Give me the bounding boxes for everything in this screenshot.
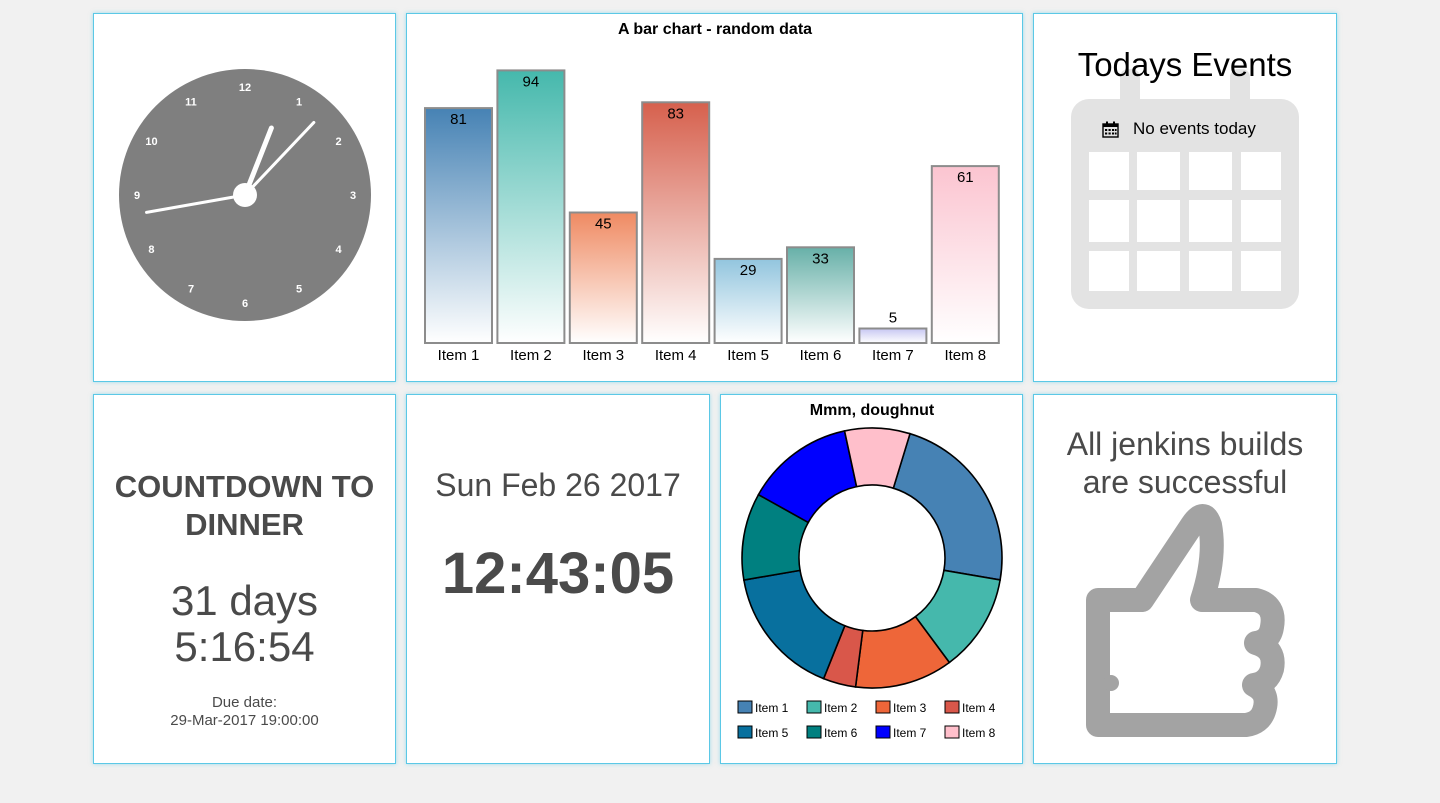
clock-number: 9 <box>134 190 140 202</box>
thumbs-up-icon <box>1086 504 1285 737</box>
doughnut-chart-title: Mmm, doughnut <box>810 402 935 419</box>
legend-label: Item 3 <box>893 701 927 715</box>
bar-category-label: Item 7 <box>872 347 914 364</box>
events-title: Todays Events <box>1077 46 1293 83</box>
bar-category-label: Item 3 <box>582 347 624 364</box>
bar-category-label: Item 5 <box>727 347 769 364</box>
bar-value-label: 61 <box>957 169 974 186</box>
jenkins-widget: All jenkins builds are successful <box>1033 394 1337 764</box>
current-time: 12:43:05 <box>441 541 675 606</box>
bar-category-label: Item 2 <box>510 347 552 364</box>
clock-number: 12 <box>239 82 251 94</box>
legend-swatch <box>875 725 891 739</box>
bar-category-label: Item 6 <box>800 347 842 364</box>
legend-label: Item 5 <box>755 726 789 740</box>
legend-label: Item 2 <box>824 701 858 715</box>
clock-center <box>233 183 257 207</box>
countdown-days: 31 days <box>170 577 319 624</box>
doughnut-slice <box>742 569 846 680</box>
countdown-due: Due date: 29-Mar-2017 19:00:00 <box>94 694 395 730</box>
bar-value-label: 5 <box>889 310 897 327</box>
bar-value-label: 94 <box>523 73 540 90</box>
legend-label: Item 8 <box>962 726 996 740</box>
clock-number: 4 <box>335 244 342 256</box>
events-empty-row: No events today <box>1102 119 1256 139</box>
clock-number: 8 <box>148 244 154 256</box>
clock-number: 1 <box>296 96 302 108</box>
legend-swatch <box>737 700 753 714</box>
doughnut-chart: Mmm, doughnut Item 1 Item 2 Item 3 Item 4 It… <box>737 402 1003 740</box>
clock-number: 3 <box>350 190 356 202</box>
clock-number: 5 <box>296 284 302 296</box>
bar-value-label: 29 <box>740 262 757 279</box>
clock-widget: 12 1 2 3 4 5 6 7 8 9 10 11 <box>93 13 396 382</box>
legend-swatch <box>944 725 960 739</box>
clock-number: 7 <box>188 284 194 296</box>
bar-value-label: 45 <box>595 216 612 233</box>
bar <box>424 107 493 344</box>
legend-label: Item 6 <box>824 726 858 740</box>
doughnut-chart-widget: Mmm, doughnut Item 1 Item 2 Item 3 Item 4 It… <box>720 394 1023 764</box>
legend-label: Item 7 <box>893 726 927 740</box>
current-date: Sun Feb 26 2017 <box>435 467 681 503</box>
bar <box>496 69 566 345</box>
countdown-remaining: 31 days 5:16:54 <box>94 578 395 670</box>
legend-swatch <box>806 700 822 714</box>
legend-swatch <box>737 725 753 739</box>
bar <box>713 257 783 344</box>
bar <box>858 327 928 344</box>
countdown-time: 5:16:54 <box>174 623 315 670</box>
bar-category-label: Item 8 <box>944 347 986 364</box>
bar-value-label: 33 <box>812 250 829 267</box>
calendar-background-icon <box>1071 69 1299 309</box>
bar-chart-title: A bar chart - random data <box>618 21 812 38</box>
bar-category-label: Item 1 <box>438 347 480 364</box>
bar-value-label: 81 <box>450 111 467 128</box>
bar <box>641 101 711 344</box>
clock-number: 2 <box>335 136 341 148</box>
legend-swatch <box>875 700 891 714</box>
clock-number: 6 <box>242 298 248 310</box>
bar-value-label: 83 <box>667 105 684 122</box>
legend-swatch <box>806 725 822 739</box>
bar-chart-widget: A bar chart - random data 81 Item 1 94 Item… <box>406 13 1023 382</box>
datetime-widget: Sun Feb 26 2017 12:43:05 <box>406 394 710 764</box>
events-widget: Todays Events No events today <box>1033 13 1337 382</box>
clock-number: 11 <box>185 96 197 108</box>
bar <box>568 211 638 344</box>
bar <box>930 165 1000 344</box>
legend-label: Item 1 <box>755 701 789 715</box>
clock-number: 10 <box>145 136 157 148</box>
bar <box>786 246 855 344</box>
calendar-icon <box>1102 121 1119 138</box>
clock-second-hand <box>145 193 247 214</box>
jenkins-status-message: All jenkins builds are successful <box>1066 426 1304 500</box>
legend-label: Item 4 <box>962 701 996 715</box>
countdown-title: COUNTDOWN TO DINNER <box>114 469 375 542</box>
clock-minute-hand <box>243 120 316 197</box>
bar-category-label: Item 4 <box>655 347 697 364</box>
doughnut-slice <box>843 427 912 490</box>
legend-swatch <box>944 700 960 714</box>
due-value: 29-Mar-2017 19:00:00 <box>170 712 319 729</box>
countdown-widget: COUNTDOWN TO DINNER 31 days 5:16:54 Due … <box>93 394 396 764</box>
due-label: Due date: <box>211 694 278 711</box>
bar-chart: A bar chart - random data 81 Item 1 94 Item… <box>424 21 1000 364</box>
events-empty-text: No events today <box>1133 119 1256 138</box>
doughnut-slice <box>892 432 1003 581</box>
